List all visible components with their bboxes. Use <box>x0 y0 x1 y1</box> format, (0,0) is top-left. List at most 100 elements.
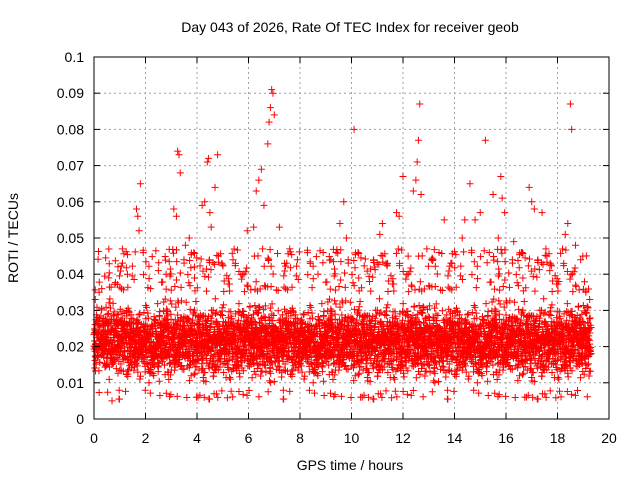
data-point <box>501 276 508 283</box>
data-point <box>430 377 437 384</box>
data-point <box>281 268 288 275</box>
data-point <box>471 258 478 265</box>
data-point <box>347 299 354 306</box>
data-point <box>392 388 399 395</box>
data-point <box>355 274 362 281</box>
data-point <box>214 394 221 401</box>
data-point <box>549 288 556 295</box>
data-point <box>192 298 199 305</box>
data-point <box>484 378 491 385</box>
data-point <box>163 286 170 293</box>
data-point <box>268 283 275 290</box>
data-point <box>296 248 303 255</box>
data-point <box>336 283 343 290</box>
data-point <box>320 378 327 385</box>
data-point <box>355 371 362 378</box>
data-point <box>494 376 501 383</box>
data-point <box>177 269 184 276</box>
data-point <box>106 295 113 302</box>
data-point <box>473 284 480 291</box>
data-point <box>236 373 243 380</box>
data-point <box>310 379 317 386</box>
data-point <box>274 250 281 257</box>
data-point <box>334 250 341 257</box>
data-point <box>253 278 260 285</box>
data-point <box>501 246 508 253</box>
data-point <box>119 260 126 267</box>
data-point <box>131 276 138 283</box>
data-point <box>513 271 520 278</box>
data-point <box>271 378 278 385</box>
data-point <box>96 279 103 286</box>
data-point <box>408 283 415 290</box>
data-point <box>411 286 418 293</box>
data-point <box>526 255 533 262</box>
data-point <box>163 390 170 397</box>
data-point <box>275 287 282 294</box>
data-point <box>554 288 561 295</box>
data-point <box>534 396 541 403</box>
data-point <box>247 303 254 310</box>
data-point <box>262 369 269 376</box>
data-point <box>348 394 355 401</box>
data-point <box>355 307 362 314</box>
data-point <box>156 392 163 399</box>
data-point <box>162 257 169 264</box>
data-point <box>460 248 467 255</box>
data-points <box>90 86 594 404</box>
data-point <box>468 271 475 278</box>
data-point <box>178 297 185 304</box>
data-point <box>531 288 538 295</box>
data-point <box>429 388 436 395</box>
data-point <box>186 377 193 384</box>
data-point <box>105 246 112 253</box>
data-point <box>349 271 356 278</box>
data-point <box>457 263 464 270</box>
data-point <box>228 388 235 395</box>
data-point <box>494 258 501 265</box>
data-point <box>329 376 336 383</box>
data-point <box>244 283 251 290</box>
data-point <box>165 376 172 383</box>
data-point <box>270 271 277 278</box>
data-point <box>265 256 272 263</box>
data-point <box>446 285 453 292</box>
data-point <box>226 288 233 295</box>
data-point <box>164 312 171 319</box>
data-point <box>490 257 497 264</box>
data-point <box>370 396 377 403</box>
data-point <box>408 282 415 289</box>
data-point <box>331 297 338 304</box>
data-point <box>156 378 163 385</box>
data-point <box>132 248 139 255</box>
data-point <box>483 300 490 307</box>
data-point <box>390 281 397 288</box>
data-point <box>352 264 359 271</box>
data-point <box>558 393 565 400</box>
data-point <box>361 262 368 269</box>
data-point <box>116 396 123 403</box>
data-point <box>431 379 438 386</box>
data-point <box>229 250 236 257</box>
data-point <box>433 300 440 307</box>
data-point <box>444 272 451 279</box>
data-point <box>564 300 571 307</box>
data-point <box>562 247 569 254</box>
data-point <box>541 319 548 326</box>
data-point <box>332 391 339 398</box>
data-point <box>506 284 513 291</box>
data-point <box>183 299 190 306</box>
data-point <box>112 257 119 264</box>
data-point <box>459 276 466 283</box>
data-point <box>559 245 566 252</box>
data-point <box>161 362 168 369</box>
data-point <box>129 272 136 279</box>
data-point <box>457 272 464 279</box>
data-point <box>156 308 163 315</box>
data-point <box>198 255 205 262</box>
data-point <box>261 282 268 289</box>
data-point <box>337 276 344 283</box>
data-point <box>554 374 561 381</box>
data-point <box>220 288 227 295</box>
